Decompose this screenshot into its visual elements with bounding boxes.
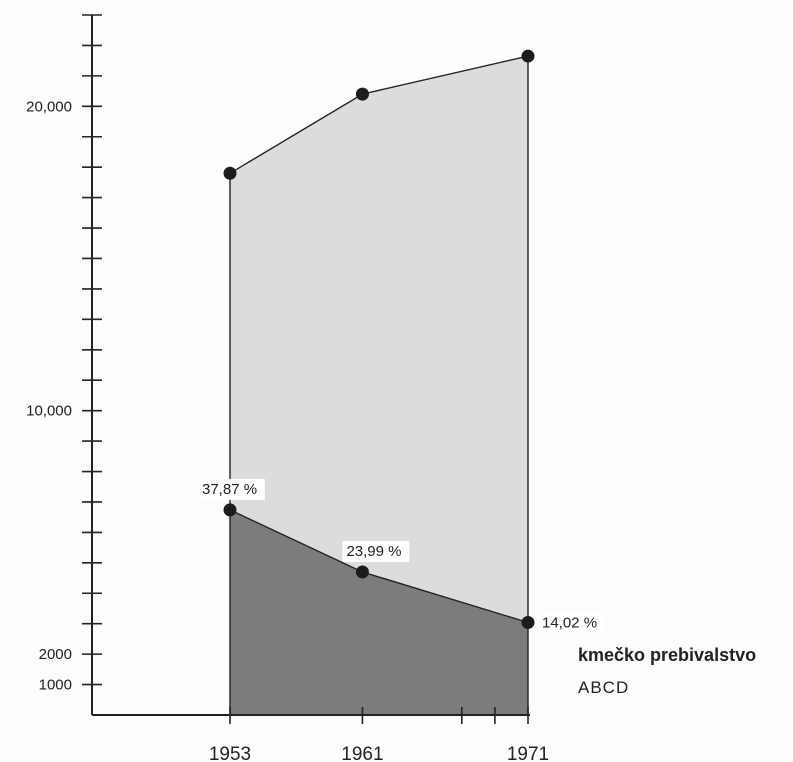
rural-population-point xyxy=(223,503,237,517)
percentage-label-background xyxy=(538,612,605,634)
percentage-label: 14,02 % xyxy=(542,614,597,631)
areas-group xyxy=(230,56,528,715)
rural-population-area xyxy=(230,509,528,715)
rural-population-point xyxy=(521,615,535,629)
points-group xyxy=(223,49,535,629)
y-tick-label: 1000 xyxy=(39,677,72,694)
legend-entry-rural: kmečko prebivalstvo xyxy=(578,645,756,665)
ticks-group: 20,000 10,000 2000 1000 1953 1961 1971 xyxy=(26,14,549,762)
x-tick-label: 1961 xyxy=(341,744,383,762)
total-population-area xyxy=(230,56,528,623)
y-tick-label: 2000 xyxy=(39,646,72,663)
rural-population-point xyxy=(355,565,369,579)
labels-group: 37,87 % 23,99 % 14,02 % xyxy=(198,478,605,634)
percentage-label-background xyxy=(342,540,410,562)
total-population-point xyxy=(355,87,369,101)
total-population-point xyxy=(521,49,535,63)
legend-entry-abcd: ABCD xyxy=(578,678,629,697)
x-tick-label: 1953 xyxy=(209,744,251,762)
total-population-point xyxy=(223,166,237,180)
y-tick-label: 20,000 xyxy=(26,98,72,115)
percentage-label-background xyxy=(198,478,265,500)
x-tick-label: 1971 xyxy=(507,744,549,762)
percentage-label: 23,99 % xyxy=(346,543,401,560)
legend: kmečko prebivalstvo ABCD xyxy=(578,645,756,697)
y-tick-label: 10,000 xyxy=(26,403,72,420)
axes-group xyxy=(91,15,530,716)
percentage-label: 37,87 % xyxy=(202,481,257,498)
